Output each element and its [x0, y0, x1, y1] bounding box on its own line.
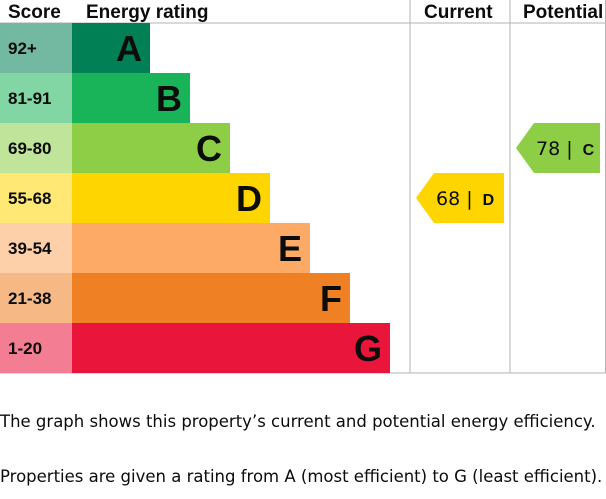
- rating-letter-e: E: [278, 228, 302, 269]
- band-b: 81-91 B: [0, 73, 190, 123]
- header-score: Score: [8, 2, 61, 23]
- potential-score-letter: C: [583, 142, 595, 159]
- rating-indicators: 68 | D 78 | C: [416, 123, 600, 223]
- score-label-c: 69-80: [8, 139, 51, 158]
- header-current: Current: [424, 2, 493, 23]
- score-cell-d: [0, 173, 72, 223]
- band-c: 69-80 C: [0, 123, 230, 173]
- rating-letter-b: B: [156, 78, 182, 119]
- score-cell-b: [0, 73, 72, 123]
- band-a: 92+ A: [0, 23, 150, 73]
- score-cell-e: [0, 223, 72, 273]
- rating-bar-e: [72, 223, 310, 273]
- current-indicator-label: 68 | D: [436, 188, 494, 210]
- rating-bar-a: [72, 23, 150, 73]
- rating-letter-a: A: [116, 28, 142, 69]
- current-indicator-arrow: [416, 173, 504, 223]
- rating-bar-g: [72, 323, 390, 373]
- score-label-g: 1-20: [8, 339, 42, 358]
- rating-bar-b: [72, 73, 190, 123]
- energy-rating-chart: Score Energy rating Current Potential 92…: [0, 0, 606, 374]
- score-label-f: 21-38: [8, 289, 51, 308]
- score-label-a: 92+: [8, 39, 37, 58]
- rating-bands: 92+ A 81-91 B 69-80 C 55-68 D 39-54 E 21-38 F 1-20 G: [0, 23, 390, 373]
- potential-score-value: 78 |: [536, 138, 579, 160]
- description-paragraph: The graph shows this property’s current …: [0, 412, 596, 431]
- score-label-b: 81-91: [8, 89, 51, 108]
- band-e: 39-54 E: [0, 223, 310, 273]
- rating-letter-f: F: [320, 278, 342, 319]
- potential-indicator-arrow: [516, 123, 600, 173]
- score-cell-g: [0, 323, 72, 373]
- current-rating-indicator: 68 | D: [416, 173, 504, 223]
- chart-headers: Score Energy rating Current Potential: [8, 2, 603, 23]
- rating-letter-d: D: [236, 178, 262, 219]
- band-g: 1-20 G: [0, 323, 390, 373]
- potential-rating-indicator: 78 | C: [516, 123, 600, 173]
- rating-bar-d: [72, 173, 270, 223]
- score-label-d: 55-68: [8, 189, 51, 208]
- potential-indicator-label: 78 | C: [536, 138, 595, 160]
- current-score-letter: D: [483, 192, 495, 209]
- band-f: 21-38 F: [0, 273, 350, 323]
- rating-bar-f: [72, 273, 350, 323]
- header-energy-rating: Energy rating: [86, 2, 208, 23]
- rating-scale-paragraph: Properties are given a rating from A (mo…: [0, 467, 603, 486]
- header-potential: Potential: [523, 2, 603, 23]
- score-cell-f: [0, 273, 72, 323]
- score-cell-c: [0, 123, 72, 173]
- rating-letter-c: C: [196, 128, 222, 169]
- rating-bar-c: [72, 123, 230, 173]
- rating-letter-g: G: [354, 328, 382, 369]
- current-score-value: 68 |: [436, 188, 479, 210]
- band-d: 55-68 D: [0, 173, 270, 223]
- score-label-e: 39-54: [8, 239, 52, 258]
- score-cell-a: [0, 23, 72, 73]
